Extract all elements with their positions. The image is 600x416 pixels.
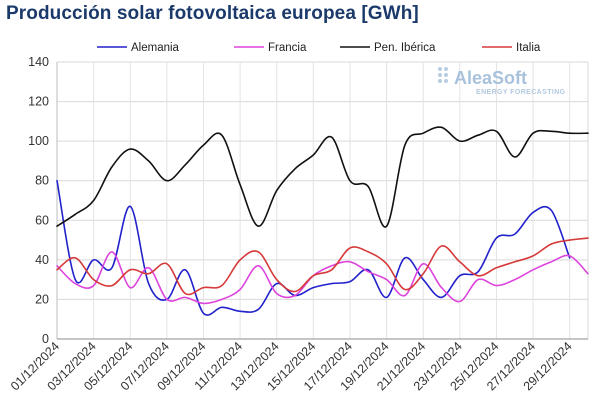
logo-dot xyxy=(444,73,448,77)
series-line-francia xyxy=(56,251,589,305)
aleasoft-logo: AleaSoft ENERGY FORECASTING xyxy=(438,67,566,96)
logo-dot xyxy=(444,67,448,71)
logo-dot xyxy=(444,79,448,83)
x-axis: 01/12/202403/12/202405/12/202407/12/2024… xyxy=(8,339,575,393)
y-tick-label: 40 xyxy=(35,253,49,267)
logo-tagline: ENERGY FORECASTING xyxy=(476,89,566,96)
chart-title: Producción solar fotovoltaica europea [G… xyxy=(6,3,419,24)
y-tick-label: 0 xyxy=(42,332,49,346)
legend-label: Pen. Ibérica xyxy=(374,42,436,54)
series-line-pen-iberica xyxy=(56,126,589,228)
legend-label: Alemania xyxy=(131,42,180,54)
series-line-italia xyxy=(56,237,589,296)
legend-label: Francia xyxy=(268,42,307,54)
y-tick-label: 100 xyxy=(28,134,49,148)
grid-lines xyxy=(56,61,589,340)
series-lines xyxy=(56,126,589,316)
logo-dot xyxy=(438,67,442,71)
y-tick-label: 20 xyxy=(35,292,49,306)
logo-dot xyxy=(438,79,442,83)
y-axis: 0 20 40 60 80 100 120 140 xyxy=(28,55,49,346)
logo-name: AleaSoft xyxy=(454,68,527,88)
y-tick-label: 140 xyxy=(28,55,49,69)
series-line-alemania xyxy=(56,179,571,316)
y-tick-label: 80 xyxy=(35,174,49,188)
y-tick-label: 120 xyxy=(28,95,49,109)
y-tick-label: 60 xyxy=(35,213,49,227)
legend-label: Italia xyxy=(516,42,541,54)
logo-dot xyxy=(438,73,442,77)
legend: Alemania Francia Pen. Ibérica Italia xyxy=(97,42,541,54)
